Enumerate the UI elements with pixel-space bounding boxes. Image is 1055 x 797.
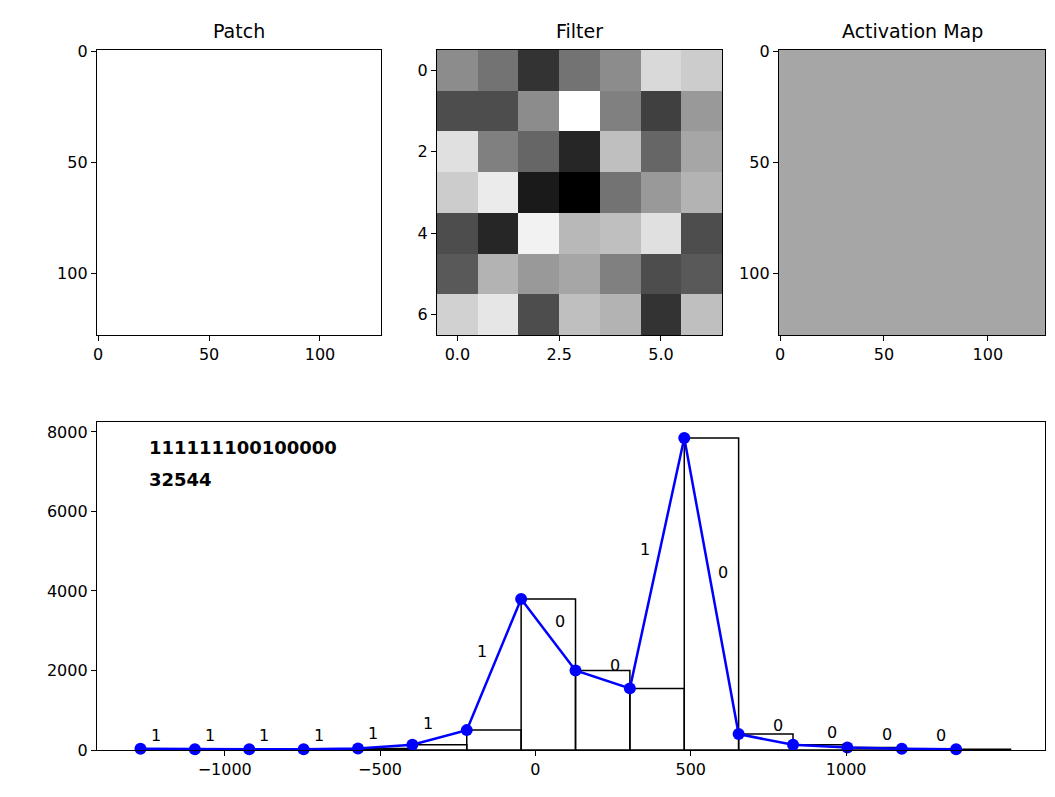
- svg-text:−1000: −1000: [198, 760, 252, 779]
- svg-text:1000: 1000: [826, 760, 867, 779]
- svg-text:2.5: 2.5: [546, 345, 571, 364]
- svg-text:4: 4: [417, 224, 427, 243]
- svg-text:1: 1: [259, 726, 269, 745]
- svg-text:0: 0: [827, 723, 837, 742]
- svg-text:0: 0: [610, 656, 620, 675]
- svg-text:1: 1: [151, 726, 161, 745]
- svg-text:500: 500: [676, 760, 707, 779]
- svg-text:4000: 4000: [47, 582, 88, 601]
- svg-text:0: 0: [718, 563, 728, 582]
- svg-text:50: 50: [874, 345, 894, 364]
- svg-text:111111100100000: 111111100100000: [149, 437, 337, 458]
- svg-text:5.0: 5.0: [648, 345, 673, 364]
- svg-text:0: 0: [77, 741, 87, 760]
- svg-text:32544: 32544: [149, 469, 212, 490]
- svg-text:Activation Map: Activation Map: [842, 20, 983, 42]
- svg-text:8000: 8000: [47, 423, 88, 442]
- svg-text:Patch: Patch: [213, 20, 265, 42]
- svg-text:50: 50: [199, 345, 219, 364]
- svg-text:1: 1: [205, 726, 215, 745]
- svg-text:−500: −500: [358, 760, 402, 779]
- svg-text:100: 100: [739, 264, 770, 283]
- svg-text:100: 100: [305, 345, 336, 364]
- svg-text:0: 0: [93, 345, 103, 364]
- svg-text:6: 6: [417, 305, 427, 324]
- svg-text:50: 50: [749, 153, 769, 172]
- svg-text:0: 0: [882, 725, 892, 744]
- svg-text:0: 0: [773, 716, 783, 735]
- svg-text:0: 0: [530, 760, 540, 779]
- svg-text:1: 1: [368, 724, 378, 743]
- svg-text:0.0: 0.0: [445, 345, 470, 364]
- svg-text:0: 0: [759, 42, 769, 61]
- svg-text:0: 0: [77, 42, 87, 61]
- svg-text:1: 1: [314, 726, 324, 745]
- svg-text:1: 1: [423, 714, 433, 733]
- svg-text:0: 0: [936, 726, 946, 745]
- svg-text:1: 1: [640, 540, 650, 559]
- svg-text:100: 100: [973, 345, 1004, 364]
- svg-text:1: 1: [477, 642, 487, 661]
- svg-text:0: 0: [775, 345, 785, 364]
- svg-text:100: 100: [57, 264, 88, 283]
- svg-text:2000: 2000: [47, 661, 88, 680]
- svg-text:50: 50: [67, 153, 87, 172]
- svg-text:2: 2: [417, 142, 427, 161]
- svg-text:6000: 6000: [47, 502, 88, 521]
- svg-text:0: 0: [417, 61, 427, 80]
- svg-text:Filter: Filter: [556, 20, 603, 42]
- svg-text:0: 0: [555, 612, 565, 631]
